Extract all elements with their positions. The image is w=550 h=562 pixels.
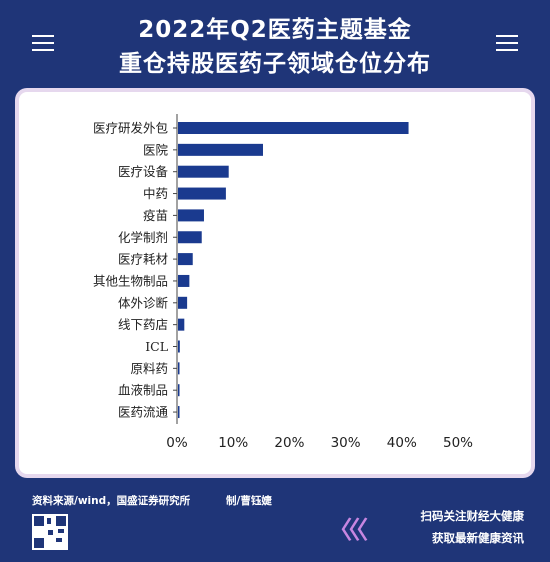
category-label: 中药: [143, 186, 168, 201]
bar: [178, 165, 229, 178]
bar: [178, 406, 180, 419]
qr-code-icon[interactable]: [32, 514, 68, 550]
header: 2022年Q2医药主题基金 重仓持股医药子领域仓位分布: [0, 0, 550, 92]
category-label: 化学制剂: [118, 230, 168, 245]
bar: [178, 340, 180, 353]
bar: [178, 318, 185, 331]
chart-card: 医疗研发外包医院医疗设备中药疫苗化学制剂医疗耗材其他生物制品体外诊断线下药店 IC…: [19, 92, 531, 474]
cta-line-1: 扫码关注财经大健康: [420, 509, 525, 523]
author-text: 制/曹钰婕: [226, 495, 272, 507]
x-tick-label: 20%: [274, 435, 304, 451]
bar: [178, 143, 263, 156]
x-tick-label: 30%: [331, 435, 361, 451]
bar: [178, 296, 188, 309]
x-tick-label: 10%: [218, 435, 248, 451]
bar: [178, 209, 204, 222]
menu-icon[interactable]: [32, 35, 54, 51]
category-label: 疫苗: [143, 208, 168, 223]
bar: [178, 187, 226, 200]
category-label: 线下药店: [118, 317, 168, 332]
category-label: 医疗研发外包: [93, 121, 168, 136]
title-line-2: 重仓持股医药子领域仓位分布: [119, 51, 431, 77]
category-label: 医药流通: [118, 405, 169, 420]
bar: [178, 384, 180, 397]
category-label: 其他生物制品: [93, 273, 168, 288]
category-label: 医院: [143, 142, 169, 157]
title-line-1: 2022年Q2医药主题基金: [138, 17, 412, 43]
category-label: 医疗设备: [118, 164, 169, 179]
menu-icon[interactable]: [496, 35, 518, 51]
bar: [178, 362, 180, 375]
x-tick-label: 50%: [443, 435, 473, 451]
x-tick-label: 0%: [166, 435, 188, 451]
bar: [178, 231, 202, 244]
category-label: 原料药: [130, 361, 168, 376]
category-label: 医疗耗材: [118, 252, 168, 267]
bar: [178, 253, 193, 266]
bar: [178, 274, 190, 287]
chevrons-icon: 〈〈〈: [328, 516, 368, 544]
category-label: 体外诊断: [118, 295, 168, 310]
source-text: 资料来源/wind，国盛证券研究所: [32, 495, 191, 507]
cta-line-2: 获取最新健康资讯: [432, 531, 524, 545]
footer: 资料来源/wind，国盛证券研究所 制/曹钰婕 〈〈〈 扫码关注财经大健康 获取…: [0, 484, 550, 562]
x-tick-label: 40%: [387, 435, 417, 451]
bar: [178, 122, 409, 134]
category-label: 血液制品: [118, 383, 168, 398]
category-label: ICL: [145, 339, 168, 354]
